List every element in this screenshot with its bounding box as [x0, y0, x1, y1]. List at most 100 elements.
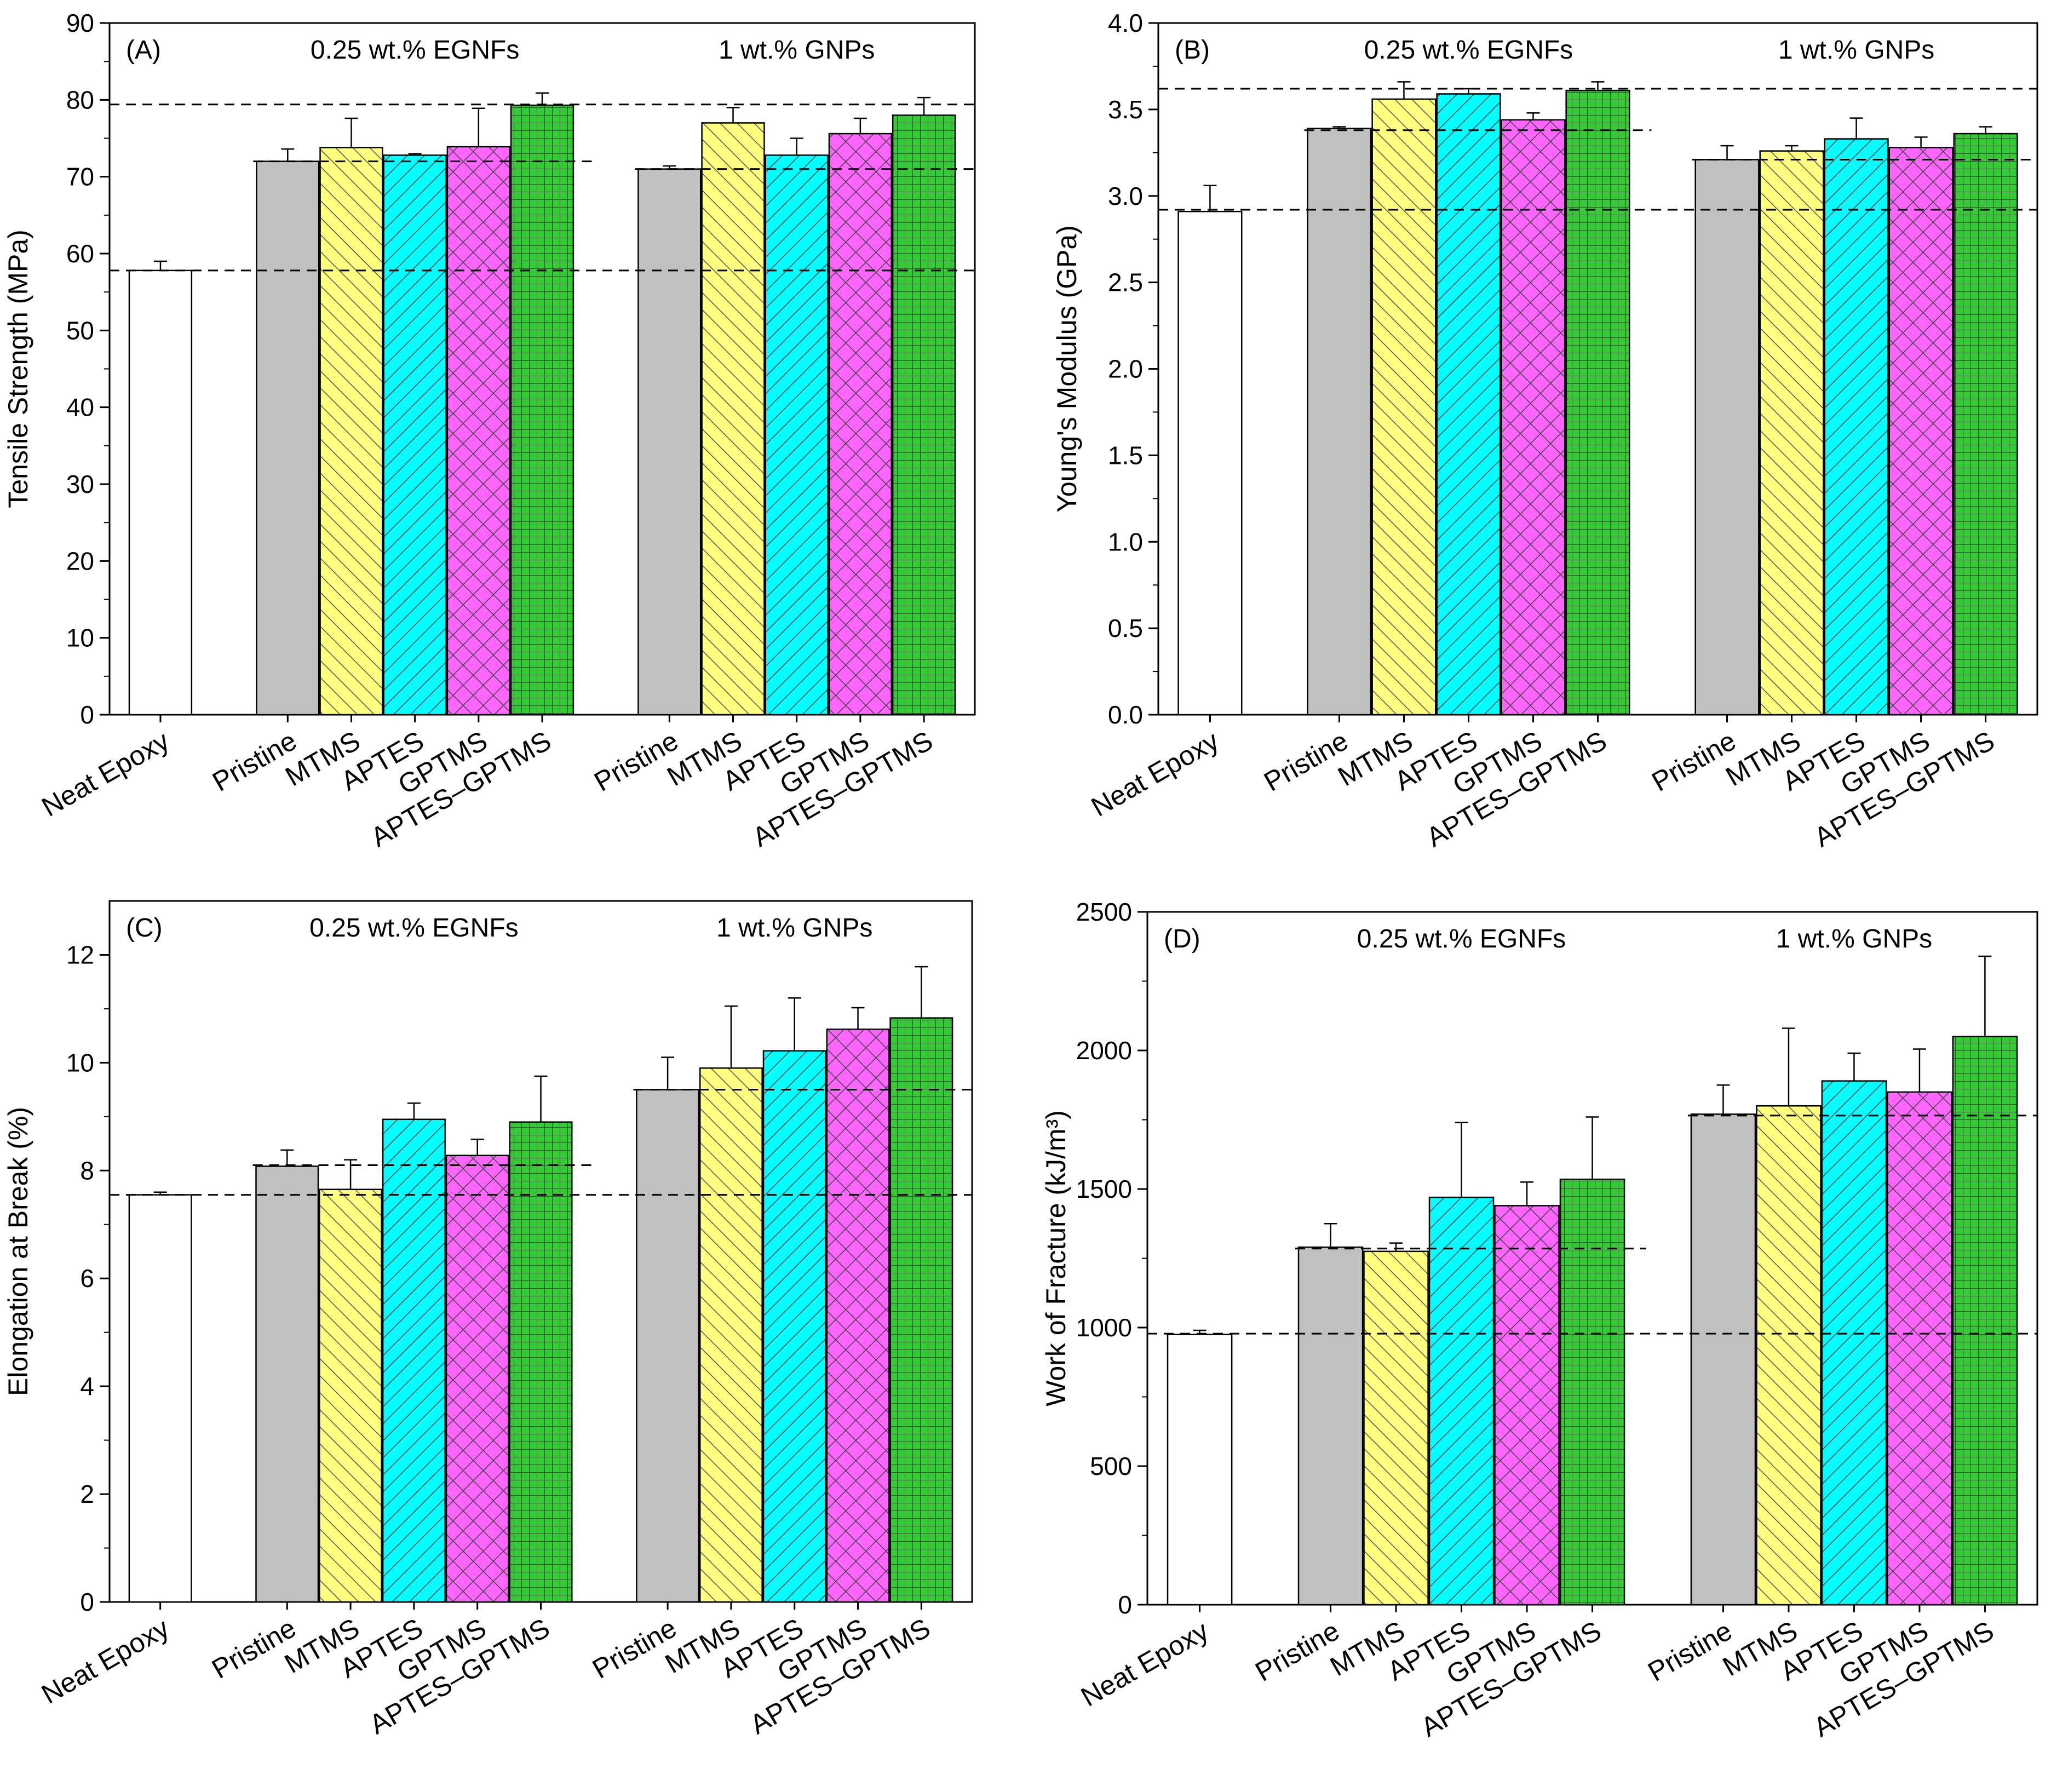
x-category-label: Neat Epoxy: [1076, 1615, 1214, 1713]
y-tick-label: 3.0: [1108, 182, 1143, 210]
y-tick-label: 1000: [1076, 1313, 1132, 1342]
panel-label: (D): [1164, 924, 1200, 954]
bar-mtms: [1363, 1250, 1429, 1606]
y-tick-label: 500: [1090, 1452, 1132, 1480]
bar-pristine: [636, 1089, 700, 1603]
bar-aptes-gptms: [892, 114, 956, 716]
y-tick-label: 70: [66, 163, 94, 191]
y-axis-title: Work of Fracture (kJ/m³): [1041, 1110, 1071, 1406]
bar-aptes-gptms: [1952, 1036, 2018, 1606]
bar-gptms: [445, 1155, 509, 1603]
bar-aptes-gptms: [1559, 1179, 1625, 1606]
y-tick-label: 2.0: [1108, 355, 1143, 383]
y-tick-label: 0.5: [1108, 614, 1143, 642]
y-tick-label: 1500: [1076, 1175, 1132, 1203]
bar-aptes: [383, 154, 447, 716]
y-tick-label: 20: [66, 547, 94, 575]
bar-pristine: [256, 160, 320, 716]
y-tick-label: 8: [80, 1156, 94, 1185]
x-category-label: Neat Epoxy: [1086, 725, 1224, 823]
bar-aptes-gptms: [1953, 133, 2018, 716]
bar-gptms: [826, 1029, 890, 1603]
bar-mtms: [1756, 1105, 1822, 1606]
bar-gptms: [1888, 147, 1954, 716]
bar-neat-epoxy: [1167, 1334, 1233, 1606]
bar-aptes-gptms: [510, 104, 574, 716]
y-tick-label: 6: [80, 1264, 94, 1293]
y-tick-label: 4: [80, 1372, 94, 1400]
bar-aptes-gptms: [509, 1121, 573, 1603]
y-tick-label: 2.5: [1108, 268, 1143, 297]
x-category-label: Neat Epoxy: [36, 1612, 174, 1710]
y-tick-label: 4.0: [1108, 9, 1143, 37]
panel-label: (C): [126, 914, 163, 943]
group-label-egnfs: 0.25 wt.% EGNFs: [1357, 924, 1566, 954]
bar-aptes: [1436, 93, 1501, 716]
y-tick-label: 0: [80, 1588, 94, 1616]
y-tick-label: 12: [66, 940, 94, 969]
bar-neat-epoxy: [128, 269, 193, 716]
x-category-label: Pristine: [1250, 1615, 1345, 1687]
bar-gptms: [828, 133, 893, 716]
y-tick-label: 90: [66, 9, 94, 37]
y-tick-label: 1.5: [1108, 441, 1143, 469]
bar-mtms: [319, 147, 383, 716]
y-tick-label: 50: [66, 316, 94, 344]
bar-pristine: [255, 1165, 319, 1603]
bar-aptes: [765, 154, 829, 716]
panel-label: (B): [1175, 36, 1210, 65]
y-tick-label: 40: [66, 393, 94, 422]
y-axis-title: Young's Modulus (GPa): [1052, 225, 1082, 513]
group-label-egnfs: 0.25 wt.% EGNFs: [311, 36, 519, 65]
bar-gptms: [1494, 1205, 1560, 1606]
x-category-label: Neat Epoxy: [37, 725, 175, 823]
bar-aptes: [382, 1118, 446, 1603]
bar-aptes: [1821, 1080, 1887, 1606]
bar-mtms: [701, 122, 765, 716]
bar-aptes-gptms: [1565, 89, 1630, 716]
group-label-gnps: 1 wt.% GNPs: [716, 914, 872, 943]
group-label-gnps: 1 wt.% GNPs: [1776, 924, 1932, 954]
y-tick-label: 10: [66, 624, 94, 652]
y-tick-label: 1.0: [1108, 527, 1143, 556]
y-tick-label: 60: [66, 239, 94, 268]
panel-label: (A): [126, 36, 161, 65]
bar-aptes: [1824, 138, 1889, 716]
bar-aptes: [762, 1050, 826, 1603]
bar-pristine: [1690, 1113, 1756, 1606]
y-tick-label: 10: [66, 1048, 94, 1077]
chart-panel-4: 0 500 1000 1500 2000 2500 Work of Fracture (kJ…: [1041, 898, 2038, 1743]
y-tick-label: 3.5: [1108, 95, 1143, 124]
bar-neat-epoxy: [1177, 210, 1243, 716]
y-tick-label: 2: [80, 1480, 94, 1508]
bar-gptms: [446, 146, 510, 716]
bar-aptes-gptms: [889, 1017, 953, 1603]
y-axis-title: Elongation at Break (%): [3, 1107, 33, 1396]
y-tick-label: 30: [66, 470, 94, 498]
bar-mtms: [319, 1188, 383, 1603]
y-tick-label: 0.0: [1108, 700, 1143, 729]
y-tick-label: 2000: [1076, 1036, 1132, 1065]
bar-pristine: [1694, 159, 1760, 716]
bar-neat-epoxy: [128, 1194, 192, 1603]
chart-panel-3: 0 2 4 6 8 10 12 Elongation at Break (%) Neat Epo…: [3, 900, 973, 1740]
y-axis-title: Tensile Strength (MPa): [3, 229, 33, 508]
y-tick-label: 2500: [1076, 898, 1132, 926]
x-category-label: Pristine: [1643, 1615, 1737, 1687]
bar-mtms: [1759, 150, 1824, 716]
y-tick-label: 80: [66, 85, 94, 114]
bar-mtms: [699, 1067, 763, 1603]
group-label-egnfs: 0.25 wt.% EGNFs: [1364, 36, 1573, 65]
group-label-gnps: 1 wt.% GNPs: [1778, 36, 1934, 65]
bar-gptms: [1887, 1091, 1952, 1606]
bar-pristine: [1297, 1247, 1364, 1606]
bar-pristine: [1307, 128, 1372, 716]
chart-panel-1: 0 10 20 30 40 50 60 70 80 90 Tensile Strength (MPa…: [3, 9, 976, 853]
group-label-gnps: 1 wt.% GNPs: [719, 36, 875, 65]
bar-aptes: [1428, 1196, 1495, 1606]
chart-panel-2: 0.0 0.5 1.0 1.5 2.0 2.5 3.0 3.5 4.0 Young's Modul…: [1052, 9, 2038, 853]
group-label-egnfs: 0.25 wt.% EGNFs: [309, 914, 518, 943]
y-tick-label: 0: [1118, 1590, 1132, 1619]
y-tick-label: 0: [80, 700, 94, 729]
